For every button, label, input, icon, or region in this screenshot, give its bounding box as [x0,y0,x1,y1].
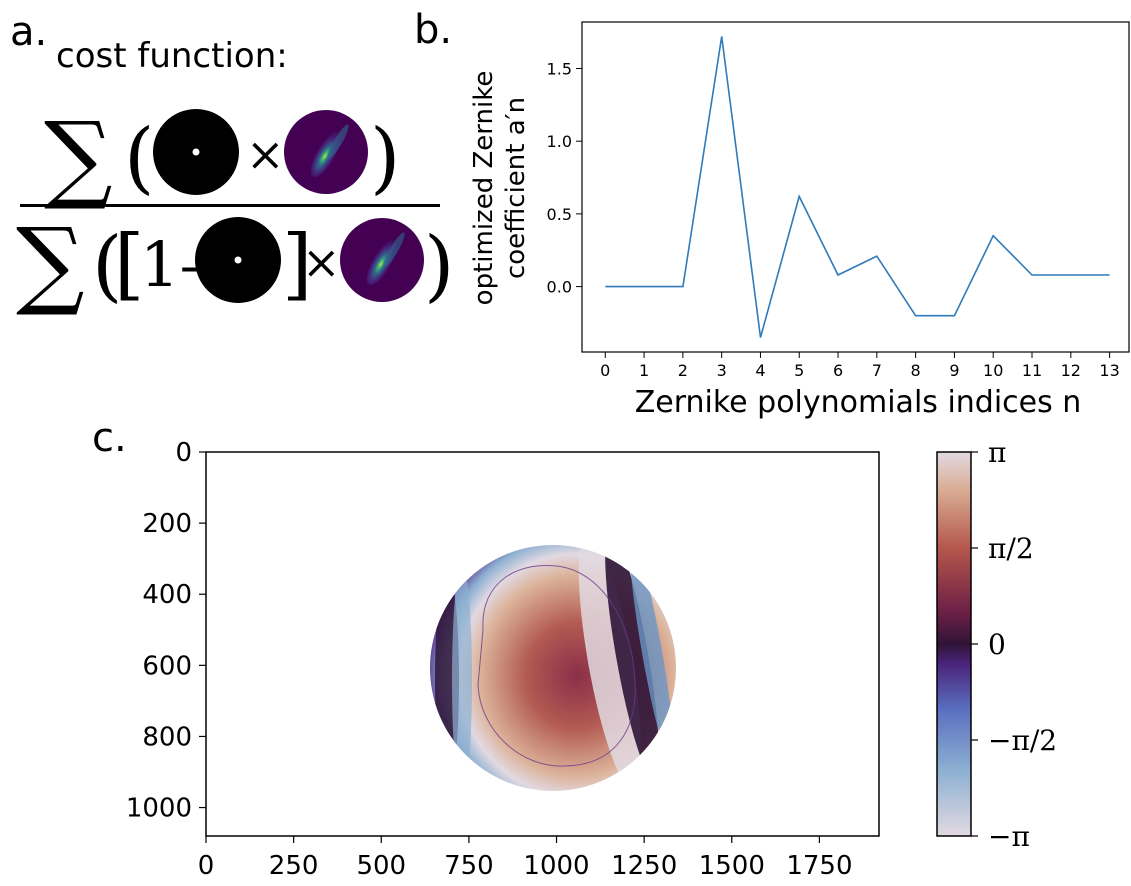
colorbar-tick-label: −π [988,820,1030,853]
panel-a-letter: a. [10,9,48,55]
numerator-times-symbol: × [246,127,285,181]
chart-b-xtick-label: 7 [872,361,882,380]
denominator-sum-symbol: ∑ [16,207,85,319]
numerator-psf-streak [327,124,349,160]
chart-b-xtick-label: 13 [1099,361,1119,380]
numerator-mask-pinhole [192,148,200,156]
denominator-close-paren: ) [424,221,450,311]
chart-b-ytick-label: 0.5 [547,205,572,224]
panel-b-letter: b. [414,7,453,53]
chart-c-ytick-label: 0 [175,438,192,468]
fraction-bar [20,204,440,207]
chart-c-xtick-label: 750 [444,851,494,881]
phase-map-chart: 0 250 500 750 1000 1250 1500 1750 0 200 400 600 800 1… [126,436,1057,881]
colorbar-tick-label: π [988,436,1006,469]
chart-b-ytick-label: 0.0 [547,278,572,297]
chart-b-xtick-label: 11 [1022,361,1042,380]
chart-b-xtick-label: 6 [833,361,843,380]
chart-c-xtick-label: 1000 [523,851,589,881]
denominator-mask-pinhole [234,256,242,264]
chart-c-ytick-label: 600 [142,651,192,681]
chart-c-xtick-label: 1750 [786,851,852,881]
denominator-open-paren: ( [92,221,122,311]
colorbar-tick-label: π/2 [988,532,1034,565]
chart-b-ytick-label: 1.0 [547,132,572,151]
chart-b-xlabel: Zernike polynomials indices n [635,385,1082,420]
panel-c-letter: c. [92,415,127,461]
denominator-open-bracket: [ [114,219,144,309]
chart-b-xtick-label: 1 [639,361,649,380]
chart-c-ytick-label: 200 [142,509,192,539]
chart-b-xtick-label: 5 [794,361,804,380]
chart-c-xtick-label: 1500 [699,851,765,881]
cost-function-formula: ∑ ( × ) ∑ ( [ 1– ] × ) [16,101,450,319]
chart-b-xtick-label: 12 [1061,361,1081,380]
numerator-sum-symbol: ∑ [44,101,113,213]
phase-contour [477,564,636,767]
chart-c-xtick-label: 1250 [611,851,677,881]
chart-b-xtick-label: 10 [983,361,1003,380]
denominator-close-bracket: ] [282,219,312,309]
chart-c-xtick-label: 0 [198,851,215,881]
chart-c-ytick-label: 400 [142,580,192,610]
chart-b-ylabel-line1: optimized Zernike [469,71,499,306]
chart-c-ytick-label: 800 [142,722,192,752]
chart-b-frame [581,21,1130,353]
chart-b-xtick-label: 3 [717,361,727,380]
chart-b-ylabel-line2: coefficient a′n [501,97,531,279]
numerator-close-paren: ) [370,113,400,203]
cost-function-title: cost function: [56,36,288,76]
chart-b-xtick-label: 0 [600,361,610,380]
colorbar-tick-label: −π/2 [988,724,1057,757]
chart-b-xtick-label: 8 [911,361,921,380]
chart-c-ytick-label: 1000 [126,794,192,824]
colorbar-tick-label: 0 [988,628,1006,661]
zernike-coefficient-chart: 0 1 2 3 4 5 6 7 8 9 10 11 12 130.00.51.01.5 Zernike p… [469,21,1130,420]
chart-c-xtick-label: 500 [356,851,406,881]
numerator-open-paren: ( [124,113,154,203]
chart-b-series-line [605,36,1110,338]
phase-map-pupil [430,545,676,791]
chart-b-xtick-label: 2 [678,361,688,380]
chart-c-xtick-label: 250 [269,851,319,881]
chart-b-ytick-label: 1.5 [547,60,572,79]
phase-colorbar [936,451,972,837]
chart-b-xtick-label: 4 [755,361,765,380]
denominator-psf-streak [383,232,405,268]
chart-b-xtick-label: 9 [949,361,959,380]
denominator-times-symbol: × [302,235,341,289]
